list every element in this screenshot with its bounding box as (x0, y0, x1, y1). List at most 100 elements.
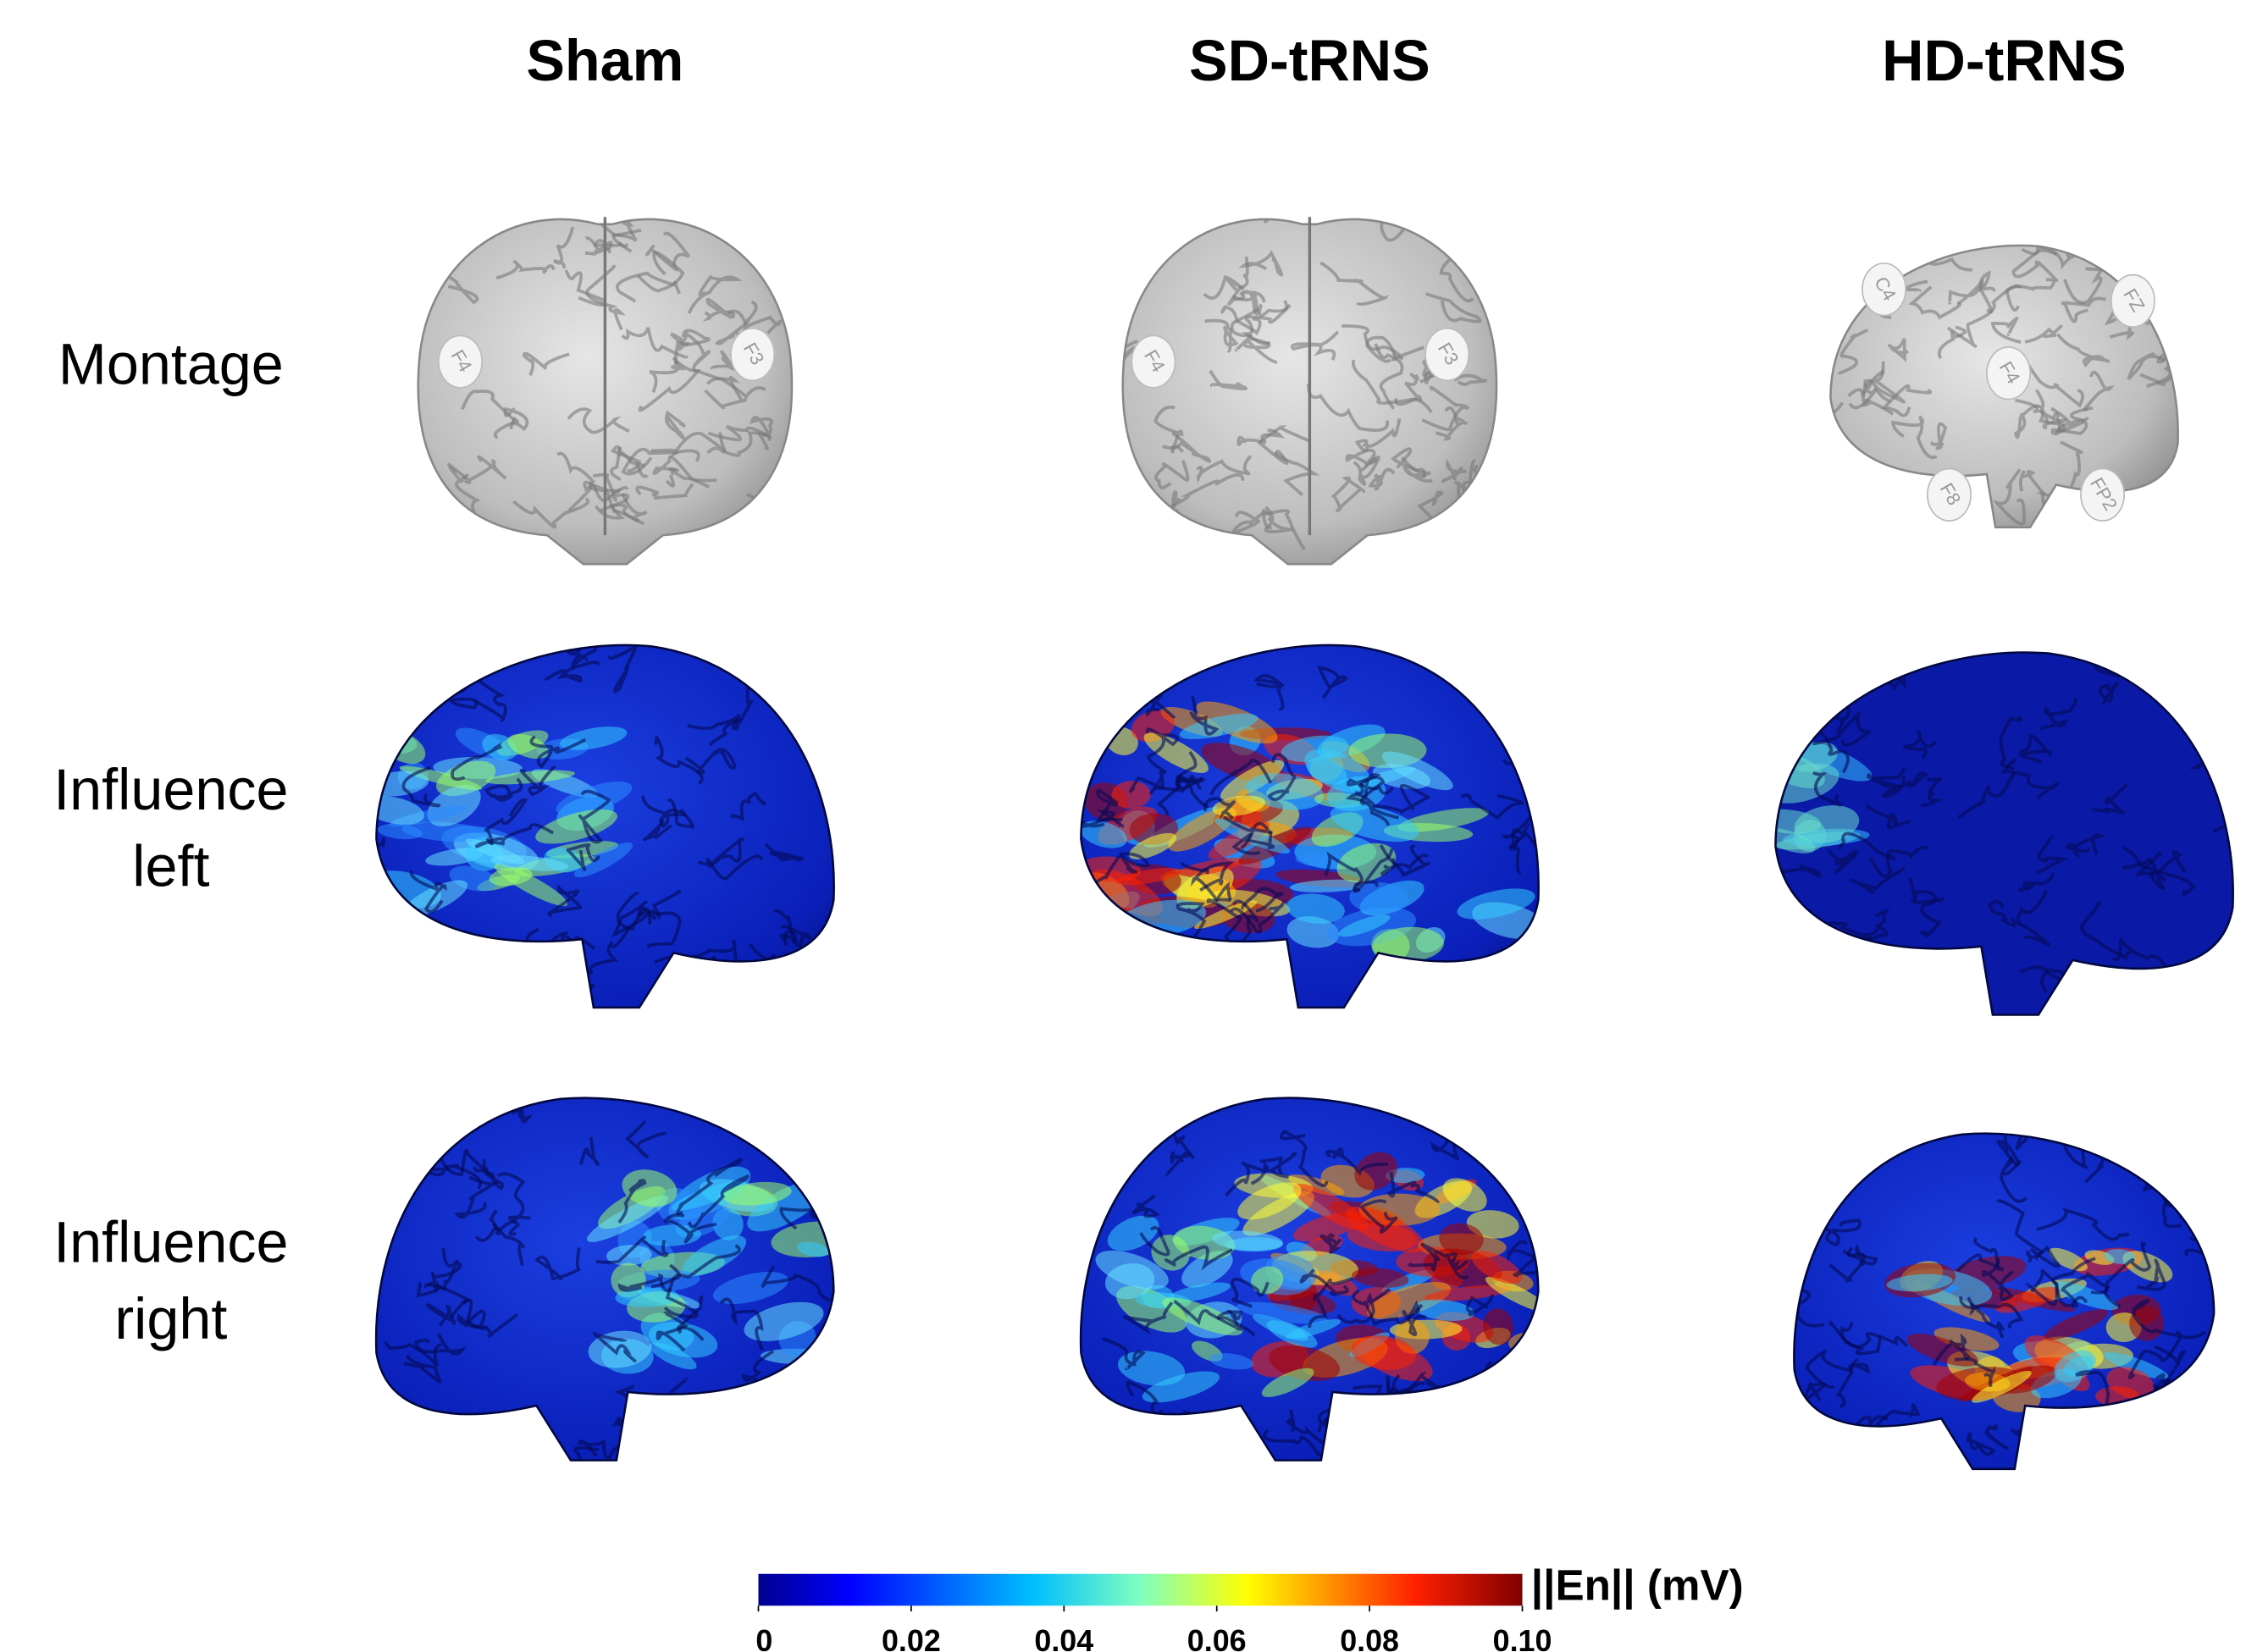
gyrus (684, 748, 737, 775)
gyrus (2141, 964, 2192, 1003)
gyrus (1145, 727, 1179, 774)
gyrus (519, 765, 556, 797)
gyrus (1871, 361, 1906, 404)
gyrus (1830, 275, 1845, 304)
activation (1352, 1268, 1409, 1288)
gyrus (420, 218, 461, 243)
gyrus (1905, 975, 1967, 1009)
gyrus (639, 1458, 676, 1461)
gyrus (1465, 1294, 1495, 1317)
gyrus (1775, 697, 1798, 742)
gyrus (727, 1107, 776, 1128)
gyrus (1299, 1268, 1349, 1296)
gyrus (1161, 1097, 1204, 1101)
activation (797, 1241, 829, 1257)
gyrus (769, 1392, 823, 1431)
activation (722, 1181, 792, 1206)
gyrus (463, 598, 527, 644)
gyrus (1812, 771, 1842, 807)
gyrus (1902, 730, 1938, 760)
gyrus (1978, 270, 1996, 314)
gyrus (1859, 909, 1889, 942)
gyrus (1163, 185, 1203, 208)
gyrus (2016, 890, 2051, 948)
gyrus (1988, 899, 2016, 927)
gyrus (1803, 1007, 1856, 1015)
tick-label: 0.10 (1493, 1624, 1552, 1652)
activation (1349, 881, 1408, 914)
gyrus (534, 997, 564, 1008)
gyrus (446, 455, 507, 484)
activation (744, 1301, 824, 1341)
gyrus (2091, 783, 2128, 815)
gyrus (1416, 218, 1450, 229)
gyrus (1999, 715, 2023, 771)
electrode (1131, 334, 1176, 389)
gyrus (638, 350, 711, 412)
gyrus (704, 375, 747, 410)
gyrus (1308, 1276, 1353, 1329)
gyrus (579, 1136, 600, 1166)
gyrus (1207, 942, 1225, 958)
gyrus (780, 925, 814, 948)
gyrus (616, 271, 681, 302)
activation (1261, 1367, 1314, 1397)
gyrus (1489, 682, 1533, 700)
gyrus (1888, 338, 1909, 362)
gyrus (584, 236, 613, 256)
activation (1338, 914, 1391, 937)
gyrus (2036, 1207, 2130, 1241)
gyrus (2018, 469, 2052, 511)
gyrus (783, 999, 834, 1008)
gyrus (1881, 384, 1933, 417)
activation (1457, 888, 1535, 920)
gyrus (1342, 324, 1404, 361)
gyrus (1122, 339, 1138, 373)
gyrus (669, 331, 705, 354)
activation (377, 824, 423, 840)
gyrus (768, 1014, 797, 1036)
activation (771, 1221, 834, 1257)
gyrus (567, 407, 630, 434)
gyrus (1839, 1322, 1882, 1356)
gyrus (1812, 711, 1872, 747)
gyrus (1358, 1199, 1398, 1234)
brain (376, 1064, 834, 1461)
gyrus (1836, 1362, 1870, 1409)
gyrus (2083, 370, 2115, 412)
gyrus (352, 616, 383, 644)
gyrus (537, 1064, 562, 1091)
gyrus (1352, 359, 1433, 414)
gyrus (2001, 759, 2060, 799)
gyrus (2027, 364, 2084, 408)
row-label: Influence (53, 758, 288, 822)
activation (1330, 804, 1419, 843)
activation (2106, 1367, 2155, 1399)
gyrus (726, 218, 774, 237)
gyrus (2040, 1434, 2071, 1460)
gyrus (2043, 206, 2088, 240)
activation (1424, 1285, 1513, 1302)
gyrus (539, 974, 574, 1008)
gyrus (827, 1144, 834, 1168)
electrode (1424, 327, 1470, 382)
gyrus (1866, 804, 1911, 831)
gyrus (1231, 290, 1266, 316)
gyrus (534, 1247, 581, 1281)
gyrus (1209, 759, 1273, 796)
gyrus (546, 884, 583, 917)
gyrus (495, 259, 556, 280)
tick-label: 0.06 (1187, 1624, 1247, 1652)
brain (1794, 1133, 2215, 1469)
activation (1367, 1281, 1452, 1320)
gyrus (2163, 661, 2197, 693)
gyrus (427, 1259, 462, 1295)
gyrus (414, 1333, 467, 1356)
gyrus (1154, 460, 1190, 489)
gyrus (2005, 278, 2055, 312)
gyrus (650, 1244, 741, 1289)
activation (682, 1235, 747, 1277)
gyrus (1175, 774, 1203, 790)
gyrus (1457, 1112, 1487, 1147)
